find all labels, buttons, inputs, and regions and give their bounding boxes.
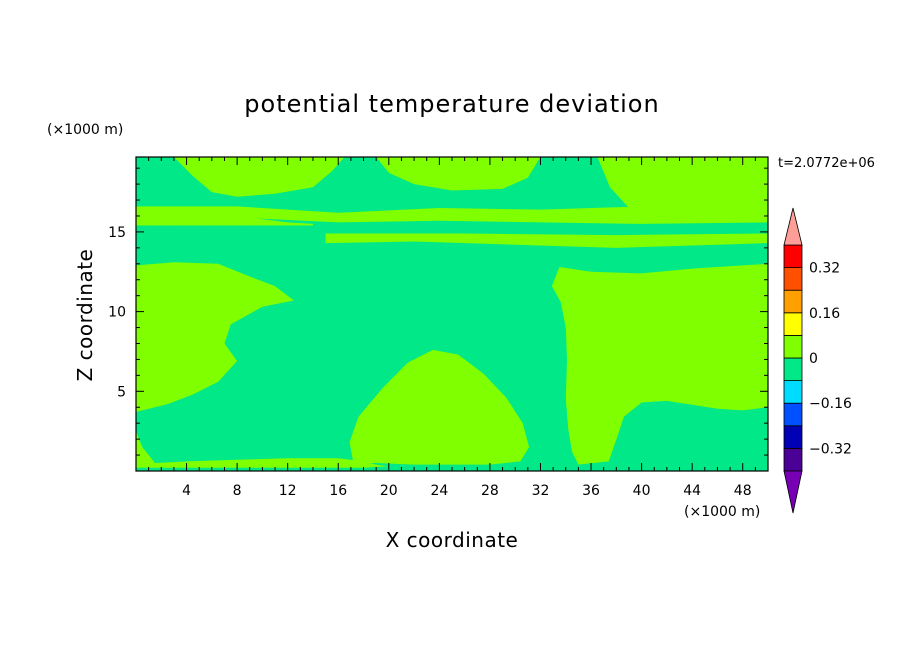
x-tick-label: 32 bbox=[532, 483, 550, 499]
x-tick-label: 8 bbox=[233, 483, 242, 499]
strat-streak-1 bbox=[237, 196, 617, 210]
central-dome bbox=[349, 349, 530, 465]
y-axis-label: Z coordinate bbox=[73, 249, 97, 382]
x-tick-label: 20 bbox=[380, 483, 398, 499]
time-label: t=2.0772e+06 bbox=[778, 156, 875, 171]
y-axis: 5 10 15 bbox=[108, 167, 768, 456]
right-lower-region bbox=[551, 263, 768, 465]
colorbar-segment bbox=[783, 402, 803, 427]
stratosphere-patch-2 bbox=[376, 157, 541, 191]
y-tick-label: 15 bbox=[108, 225, 126, 241]
upper-left-region bbox=[136, 157, 389, 468]
tropopause-streak-1 bbox=[136, 227, 768, 233]
x-tick-label: 44 bbox=[683, 483, 701, 499]
top-band-center bbox=[325, 233, 768, 248]
colorbar-segment bbox=[783, 334, 803, 359]
x-tick-label: 24 bbox=[430, 483, 448, 499]
colorbar-segment bbox=[783, 267, 803, 291]
x-tick-label: 12 bbox=[279, 483, 297, 499]
right-region bbox=[597, 157, 768, 220]
stratosphere-band-mid bbox=[136, 206, 768, 224]
x-tick-label: 4 bbox=[182, 483, 191, 499]
chart-title: potential temperature deviation bbox=[244, 90, 659, 118]
colorbar-segment bbox=[783, 244, 803, 269]
plot-area bbox=[135, 156, 769, 472]
colorbar-under-arrow bbox=[783, 470, 803, 514]
y-tick-label: 5 bbox=[117, 384, 126, 400]
x-tick-label: 28 bbox=[481, 483, 499, 499]
colorbar-segment bbox=[783, 380, 803, 404]
colorbar-tick-label: 0.32 bbox=[809, 261, 840, 277]
x-tick-label: 48 bbox=[734, 483, 752, 499]
colorbar-tick-label: −0.32 bbox=[809, 441, 852, 457]
tropopause-streak-2 bbox=[287, 251, 768, 263]
x-axis: 4 8 12 16 20 24 28 32 36 40 44 48 bbox=[148, 157, 756, 499]
colorbar-tick-label: 0 bbox=[809, 351, 818, 367]
colorbar: 0.32 0.16 0 −0.16 −0.32 bbox=[783, 207, 852, 514]
x-unit-label: (×1000 m) bbox=[684, 504, 760, 520]
stratosphere-patch-1 bbox=[173, 157, 345, 197]
y-unit-label: (×1000 m) bbox=[47, 122, 123, 138]
colorbar-tick-label: −0.16 bbox=[809, 396, 852, 412]
x-tick-label: 16 bbox=[329, 483, 347, 499]
colorbar-tick-label: 0.16 bbox=[809, 306, 840, 322]
colorbar-segment bbox=[783, 289, 803, 314]
x-tick-label: 40 bbox=[633, 483, 651, 499]
colorbar-segment bbox=[783, 447, 803, 472]
colorbar-segment bbox=[783, 357, 803, 382]
x-tick-label: 36 bbox=[582, 483, 600, 499]
colorbar-over-arrow bbox=[783, 207, 803, 246]
x-axis-label: X coordinate bbox=[386, 528, 519, 552]
colorbar-segment bbox=[783, 312, 803, 336]
colorbar-segment bbox=[783, 425, 803, 449]
y-tick-label: 10 bbox=[108, 305, 126, 321]
